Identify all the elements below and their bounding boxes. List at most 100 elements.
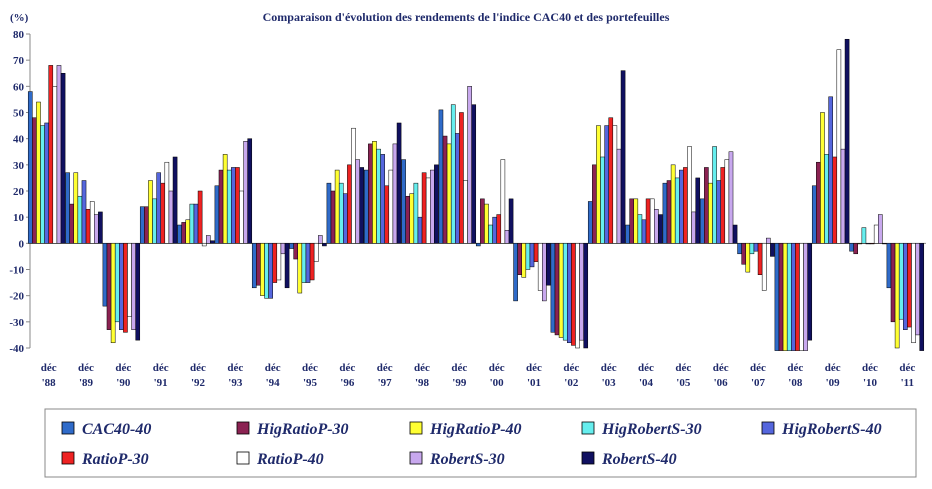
y-tick-label: 30 xyxy=(13,160,25,172)
bar-cac40-40-19 xyxy=(737,243,742,255)
bar-cac40-40-8 xyxy=(326,182,332,244)
bar-ratiop-40-15 xyxy=(612,125,618,244)
bar-roberts-30-1 xyxy=(94,214,99,244)
bar-cac40-40-13 xyxy=(513,243,518,302)
x-tick-year: '89 xyxy=(79,377,94,389)
bar-ratiop-40-3 xyxy=(164,161,170,244)
x-tick-year: '08 xyxy=(788,377,803,389)
bar-cac40-40-9 xyxy=(363,169,369,244)
bar-higratiop-40-20 xyxy=(782,243,788,351)
bar-cac40-40-5 xyxy=(214,185,220,244)
bar-ratiop-30-22 xyxy=(869,243,875,245)
bar-ratiop-30-0 xyxy=(48,65,54,244)
x-tick-month: déc xyxy=(265,362,281,374)
bar-higroberts-40-2 xyxy=(119,243,124,330)
bar-higroberts-40-22 xyxy=(865,243,871,245)
bar-ratiop-30-7 xyxy=(309,243,315,281)
bar-roberts-40-2 xyxy=(135,243,141,341)
bar-roberts-30-22 xyxy=(878,214,883,244)
bar-higratiop-40-16 xyxy=(633,198,639,244)
x-tick-month: déc xyxy=(489,362,505,374)
bar-roberts-30-0 xyxy=(56,65,62,244)
bar-roberts-30-2 xyxy=(131,243,136,330)
bar-roberts-30-11 xyxy=(467,86,472,244)
bar-roberts-30-14 xyxy=(579,243,584,341)
legend-item-cac40-40: CAC40-40 xyxy=(61,421,151,438)
bar-higratiop-40-4 xyxy=(185,219,191,244)
bar-higroberts-30-20 xyxy=(786,243,792,351)
x-tick-year: '94 xyxy=(266,377,281,389)
bar-cac40-40-18 xyxy=(699,198,705,244)
bar-ratiop-40-16 xyxy=(649,198,655,244)
legend-label: RobertS-40 xyxy=(601,451,677,468)
bar-higroberts-30-14 xyxy=(562,243,568,341)
bar-higroberts-40-7 xyxy=(305,243,311,283)
bar-higratiop-30-18 xyxy=(704,167,709,244)
legend-label: CAC40-40 xyxy=(82,421,151,438)
x-tick-label: déc '09 xyxy=(825,362,841,389)
x-tick-month: déc xyxy=(675,362,691,374)
x-tick-label: déc '02 xyxy=(563,362,579,389)
x-tick-month: déc xyxy=(899,362,915,374)
x-tick-year: '04 xyxy=(639,377,654,389)
x-tick-month: déc xyxy=(862,362,878,374)
bar-higroberts-30-23 xyxy=(898,243,904,320)
bar-roberts-40-8 xyxy=(359,167,365,244)
bar-higroberts-30-6 xyxy=(264,243,269,299)
x-tick-year: '99 xyxy=(452,377,467,389)
x-tick-year: '07 xyxy=(751,377,766,389)
legend-item-roberts-40: RobertS-40 xyxy=(581,451,677,468)
bar-higroberts-40-3 xyxy=(156,172,161,244)
legend-label: RatioP-30 xyxy=(81,451,149,468)
bar-higratiop-30-12 xyxy=(480,198,485,244)
x-tick-year: '11 xyxy=(901,377,914,389)
bar-higroberts-30-11 xyxy=(450,104,456,244)
bar-higroberts-30-4 xyxy=(189,203,195,244)
x-tick-label: déc '98 xyxy=(414,362,430,389)
bar-ratiop-40-7 xyxy=(313,243,319,262)
bar-roberts-30-7 xyxy=(318,235,323,244)
bar-ratiop-30-11 xyxy=(459,112,464,244)
x-tick-label: déc '01 xyxy=(526,362,542,389)
legend-label: HigRatioP-30 xyxy=(256,421,349,438)
bar-roberts-40-21 xyxy=(844,38,850,244)
bar-ratiop-40-8 xyxy=(351,127,356,244)
bar-higratiop-40-15 xyxy=(596,125,601,244)
x-tick-year: '10 xyxy=(863,377,878,389)
bar-higroberts-40-10 xyxy=(417,216,423,244)
bar-ratiop-40-12 xyxy=(500,159,506,244)
x-tick-label: déc '92 xyxy=(190,362,206,389)
bar-roberts-30-4 xyxy=(206,235,211,244)
bar-cac40-40-0 xyxy=(27,91,33,244)
bar-roberts-40-1 xyxy=(98,211,103,244)
bar-higroberts-30-8 xyxy=(338,182,344,244)
y-tick-label: 80 xyxy=(13,29,25,41)
bar-higroberts-30-21 xyxy=(824,154,829,244)
bar-cac40-40-21 xyxy=(811,185,817,244)
x-tick-month: déc xyxy=(713,362,729,374)
bar-ratiop-40-20 xyxy=(799,243,804,351)
bar-higroberts-40-17 xyxy=(679,169,684,244)
bar-ratiop-40-11 xyxy=(463,180,468,244)
bar-higroberts-30-13 xyxy=(525,243,531,270)
bar-ratiop-30-4 xyxy=(197,190,203,244)
bar-ratiop-40-1 xyxy=(89,201,95,244)
bar-higroberts-40-23 xyxy=(903,243,908,330)
legend-swatch xyxy=(409,451,423,465)
x-tick-label: déc '11 xyxy=(899,362,915,389)
bar-roberts-30-5 xyxy=(243,141,248,244)
bar-cac40-40-22 xyxy=(849,243,854,252)
legend-swatch xyxy=(61,421,75,435)
bar-higratiop-40-5 xyxy=(222,154,228,244)
y-tick-label: 40 xyxy=(13,134,25,146)
bar-cac40-40-4 xyxy=(177,224,182,244)
legend-box xyxy=(44,408,917,478)
x-tick-month: déc xyxy=(115,362,131,374)
legend-item-higroberts-30: HigRobertS-30 xyxy=(581,421,702,438)
bar-higroberts-40-14 xyxy=(567,243,572,344)
bar-higratiop-30-17 xyxy=(666,180,672,244)
x-tick-year: '02 xyxy=(564,377,579,389)
legend-swatch xyxy=(409,421,423,435)
chart-title: Comparaison d'évolution des rendements d… xyxy=(263,10,670,24)
bar-ratiop-40-4 xyxy=(201,243,207,247)
